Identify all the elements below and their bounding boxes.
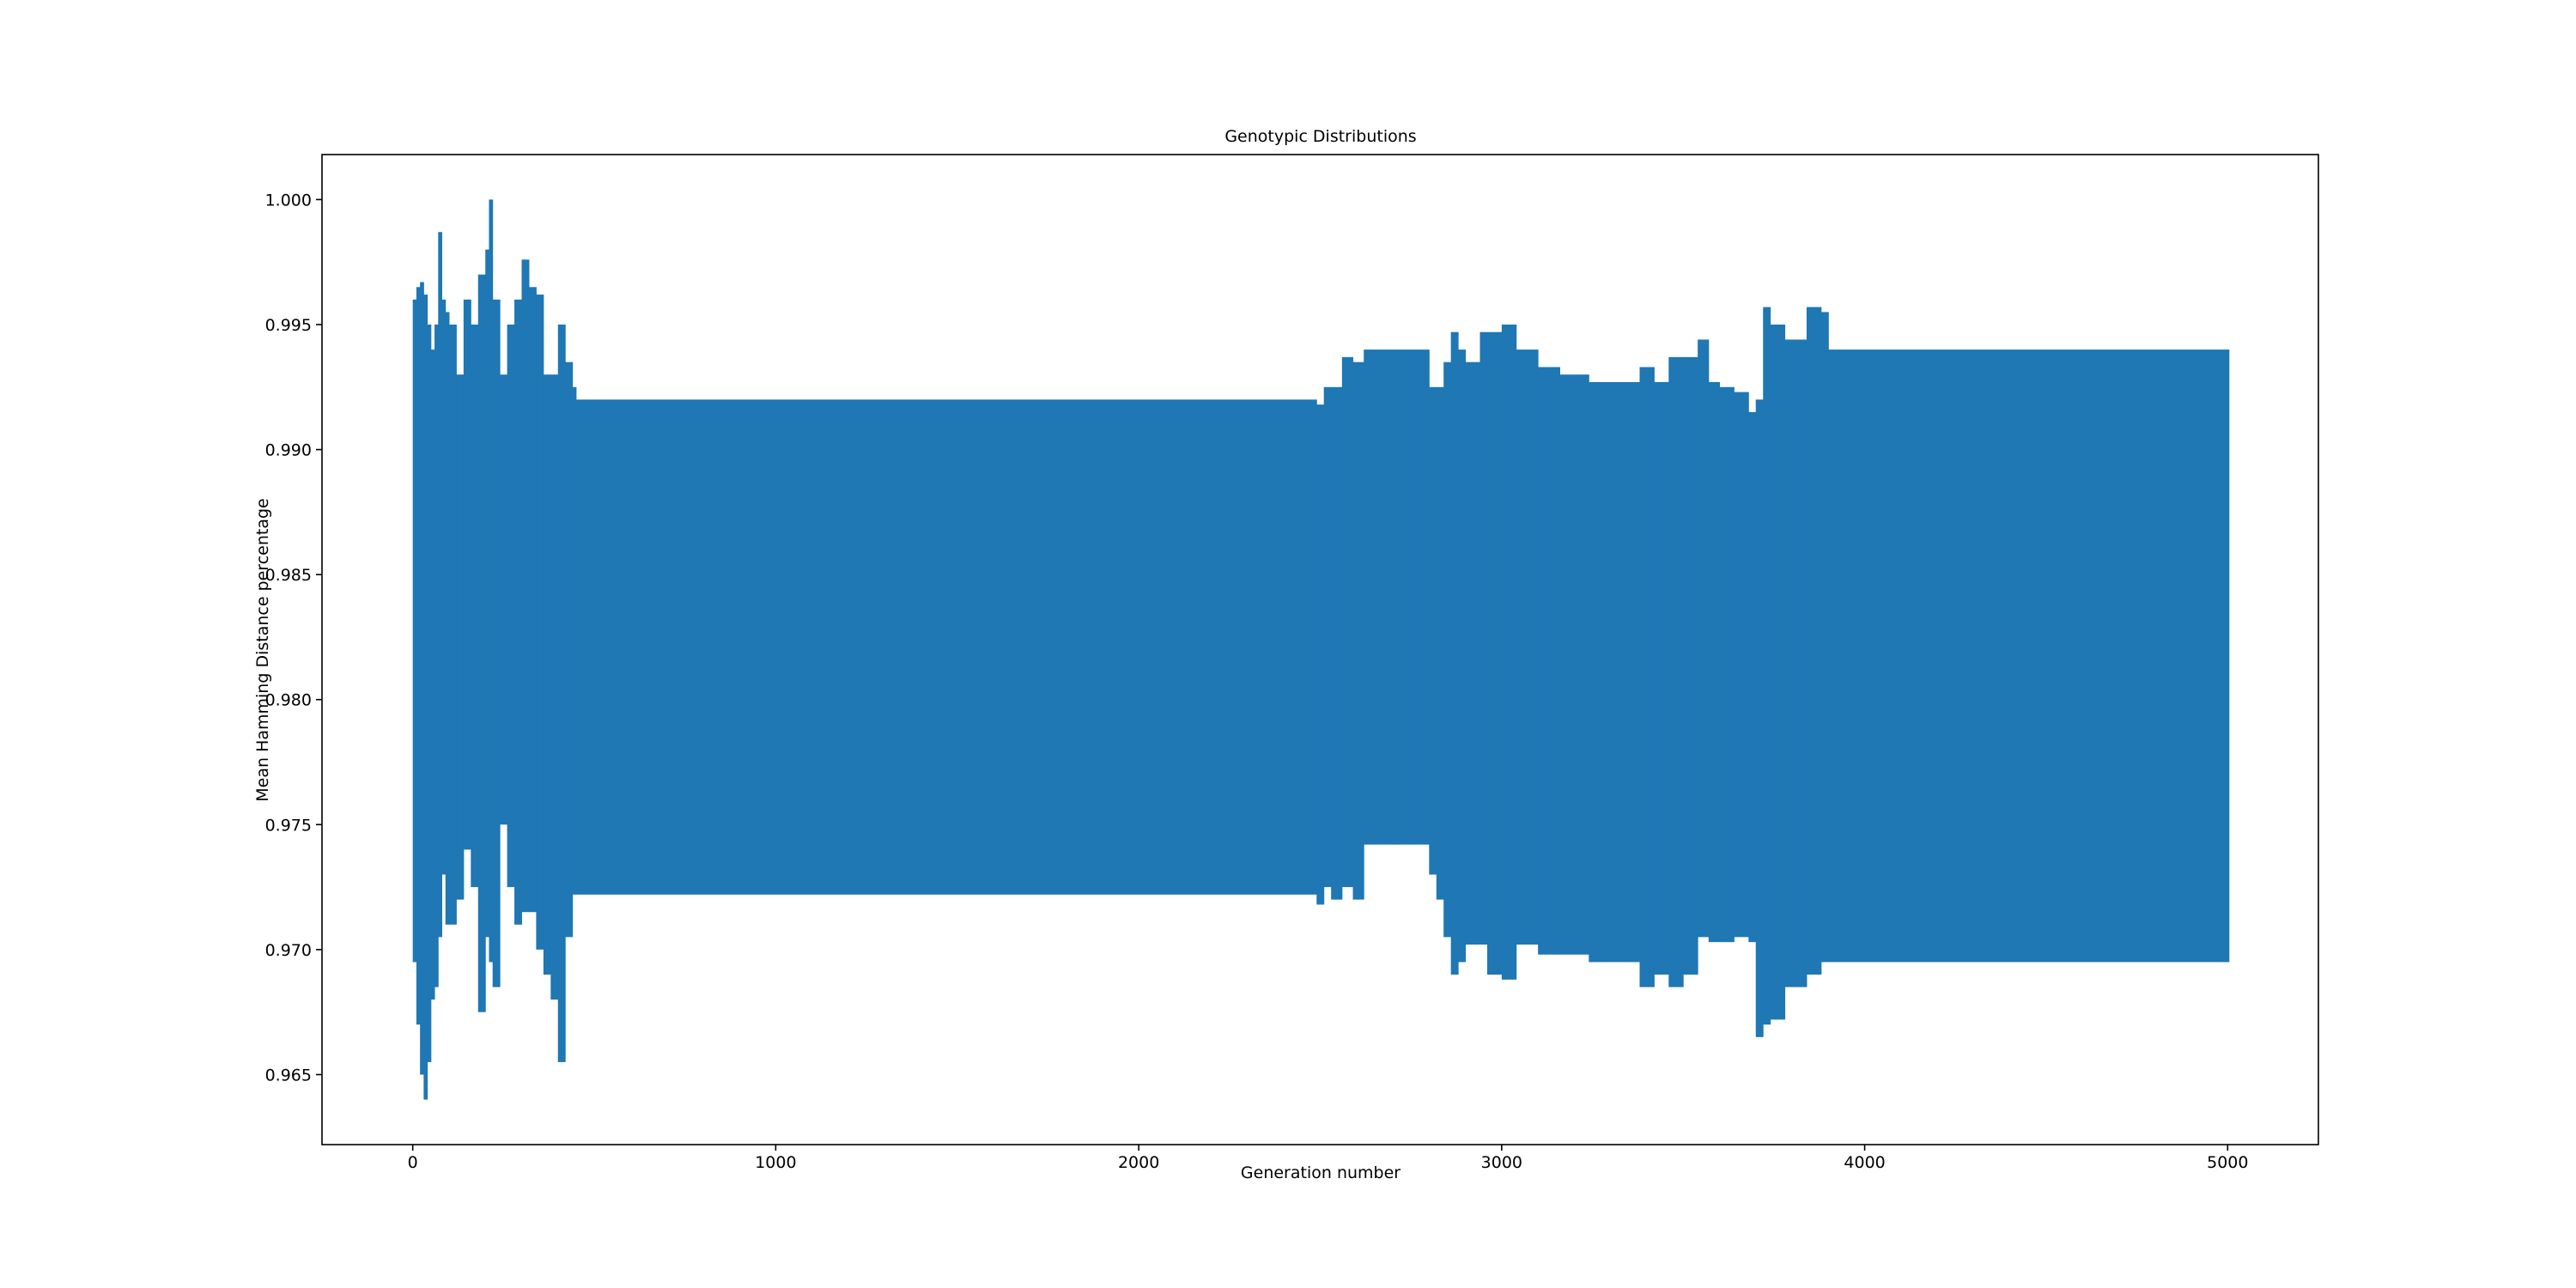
band-segment (1719, 386, 1735, 943)
x-tick-label: 5000 (2207, 1153, 2248, 1172)
x-tick-label: 2000 (1118, 1153, 1159, 1172)
band-segment (1450, 331, 1459, 975)
band-segment (1352, 361, 1364, 900)
band-segment (514, 299, 522, 925)
band-segment (528, 287, 537, 913)
y-axis-label: Mean Hamming Distance percentage (253, 498, 272, 801)
band-segment (500, 374, 508, 825)
band-segment (2227, 349, 2230, 963)
band-segment (575, 399, 1317, 895)
band-segment (456, 374, 465, 900)
band-segment (448, 324, 457, 925)
band-segment (1458, 349, 1467, 963)
band-segment (492, 299, 501, 987)
x-tick-label: 3000 (1481, 1153, 1522, 1172)
x-tick-label: 1000 (755, 1153, 796, 1172)
band-segment (434, 324, 439, 987)
band-segment (427, 324, 432, 1062)
band-segment (1443, 361, 1452, 938)
band-segment (1683, 356, 1698, 975)
band-segment (1341, 356, 1354, 888)
band-segment (1364, 349, 1394, 845)
band-segment (1668, 356, 1684, 987)
band-segment (1316, 404, 1325, 905)
band-segment (557, 324, 566, 1062)
x-tick-label: 0 (408, 1153, 418, 1172)
x-axis-label: Generation number (1241, 1163, 1400, 1182)
band-segment (420, 282, 424, 1075)
band-segment (438, 232, 442, 938)
band-segment (565, 361, 574, 938)
band-segment (536, 295, 544, 950)
band-segment (1748, 411, 1757, 943)
y-tick-label: 0.980 (265, 691, 312, 710)
band-segment (1429, 386, 1437, 875)
band-segment (416, 287, 421, 1025)
band-segment (1755, 399, 1764, 1037)
band-segment (1331, 386, 1343, 900)
band-segment (1589, 381, 1622, 963)
band-segment (1639, 367, 1655, 987)
band-segment (485, 249, 489, 938)
band-segment (1393, 349, 1415, 845)
band-segment (1559, 374, 1589, 955)
band-segment (550, 374, 559, 1000)
y-tick-label: 0.970 (265, 941, 312, 960)
band-segment (412, 299, 417, 963)
plot-frame (321, 154, 2319, 1145)
band-segment (1698, 339, 1710, 938)
band-segment (1436, 386, 1444, 900)
band-segment (1516, 349, 1539, 945)
band-segment (423, 295, 428, 1100)
y-tick-label: 0.985 (265, 566, 312, 585)
band-segment (489, 199, 494, 963)
band-segment (507, 324, 515, 888)
y-tick-label: 0.995 (265, 316, 312, 335)
y-tick-label: 0.965 (265, 1066, 312, 1084)
band-segment (1501, 324, 1517, 980)
band-segment (445, 312, 450, 925)
band-segment (477, 274, 486, 1012)
band-segment (1828, 349, 2228, 963)
band-segment (1784, 339, 1807, 987)
band-segment (430, 349, 435, 1000)
band-segment (572, 386, 577, 895)
band-segment (543, 374, 551, 975)
band-segment (1323, 386, 1332, 888)
band-segment (1734, 392, 1749, 938)
chart-title: Genotypic Distributions (1224, 127, 1416, 146)
y-tick-label: 0.975 (265, 816, 312, 835)
band-segment (1708, 381, 1720, 943)
band-segment (1538, 367, 1560, 955)
y-tick-label: 0.990 (265, 441, 312, 460)
band-segment (1486, 331, 1503, 975)
band-segment (1465, 361, 1480, 945)
band-segment (441, 299, 447, 875)
band-segment (463, 299, 471, 850)
band-segment (1820, 312, 1829, 963)
band-segment (1654, 381, 1669, 975)
band-segment (1414, 349, 1430, 845)
band-segment (471, 324, 479, 888)
band-segment (1763, 307, 1771, 1025)
band-segment (1770, 324, 1786, 1020)
y-tick-label: 1.000 (265, 191, 312, 210)
band-segment (1806, 307, 1822, 975)
band-segment (1621, 381, 1640, 963)
band-segment (1479, 331, 1488, 945)
band-segment (521, 259, 530, 913)
x-tick-label: 4000 (1844, 1153, 1885, 1172)
